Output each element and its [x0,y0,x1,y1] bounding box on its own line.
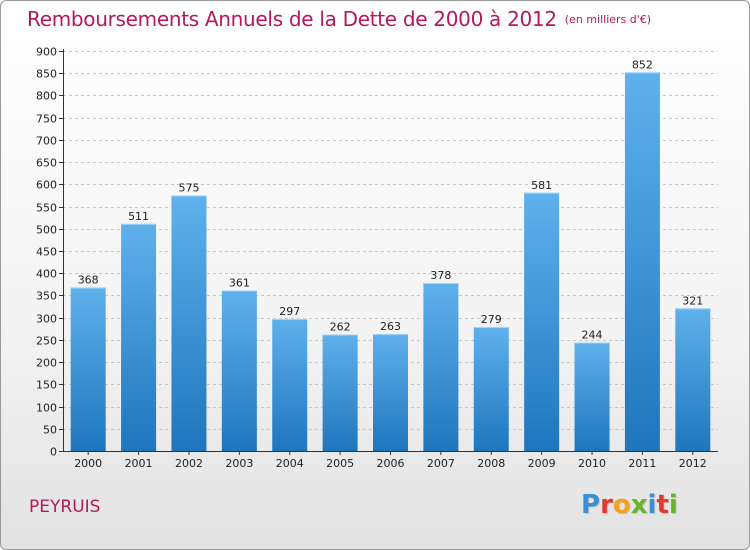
bar [624,72,660,451]
bar-value-label: 321 [682,294,703,307]
x-tick-label: 2006 [377,457,405,470]
bar [221,290,257,451]
y-tick-label: 350 [36,290,57,303]
bar [675,308,711,451]
x-tick-label: 2008 [477,457,505,470]
axis-layer: 0 50 100 150 200 250 300 350 400 450 500 550 600 650 7… [36,46,718,470]
bar [524,192,560,451]
logo-letter: i [668,490,678,520]
bar-value-label: 244 [582,329,603,342]
bar [423,283,459,451]
bar-value-label: 361 [229,277,250,290]
bar [373,334,408,451]
y-tick-label: 150 [36,379,57,392]
x-tick-label: 2007 [427,457,455,470]
y-tick-label: 100 [36,402,57,415]
bar [574,342,610,451]
chart-subtitle: (en milliers d'€) [564,13,652,26]
bar [473,327,509,451]
proxiti-logo[interactable]: Proxiti [581,490,678,520]
label-layer: 368 511 575 361 297 262 263 378 279 581 244 852 321 [78,58,704,341]
bar [121,223,157,451]
bar-value-label: 511 [128,210,149,223]
x-tick-label: 2000 [74,457,102,470]
bar [322,334,358,451]
bar [70,287,106,451]
bar-value-label: 297 [279,305,300,318]
x-tick-label: 2004 [276,457,304,470]
logo-letter: r [600,490,613,520]
bar-value-label: 262 [330,321,351,334]
logo-letter: o [612,490,631,520]
y-tick-label: 250 [36,335,57,348]
y-tick-label: 750 [36,113,57,126]
y-tick-label: 600 [36,179,57,192]
y-tick-label: 450 [36,246,57,259]
y-tick-label: 850 [36,68,57,81]
bar-value-label: 378 [430,269,451,282]
y-tick-label: 500 [36,224,57,237]
bar-value-label: 368 [78,273,99,286]
bar-value-label: 575 [178,181,199,194]
y-tick-label: 50 [43,424,57,437]
y-tick-label: 650 [36,157,57,170]
x-tick-label: 2009 [528,457,556,470]
y-tick-label: 550 [36,202,57,215]
bar-value-label: 279 [481,313,502,326]
y-tick-label: 700 [36,135,57,148]
x-tick-label: 2001 [125,457,153,470]
y-tick-label: 0 [50,446,57,459]
bar [272,319,308,451]
chart-title: Remboursements Annuels de la Dette de 20… [27,7,651,31]
bar-value-label: 263 [380,320,401,333]
x-tick-label: 2011 [628,457,656,470]
bar-value-label: 852 [632,58,653,71]
logo-letter: i [647,490,657,520]
bar [171,195,207,451]
y-tick-label: 300 [36,313,57,326]
x-tick-label: 2005 [326,457,354,470]
x-tick-label: 2003 [225,457,253,470]
bar-value-label: 581 [531,179,552,192]
logo-letter: P [581,490,601,520]
x-tick-label: 2002 [175,457,203,470]
logo-letter: t [656,490,669,520]
y-tick-label: 400 [36,268,57,281]
y-tick-label: 200 [36,357,57,370]
chart-title-text: Remboursements Annuels de la Dette de 20… [27,7,557,31]
logo-letter: x [630,490,648,520]
y-tick-label: 900 [36,46,57,59]
y-tick-label: 800 [36,90,57,103]
x-tick-label: 2012 [679,457,707,470]
x-tick-label: 2010 [578,457,606,470]
bar-layer [70,72,711,451]
commune-name: PEYRUIS [29,497,101,517]
